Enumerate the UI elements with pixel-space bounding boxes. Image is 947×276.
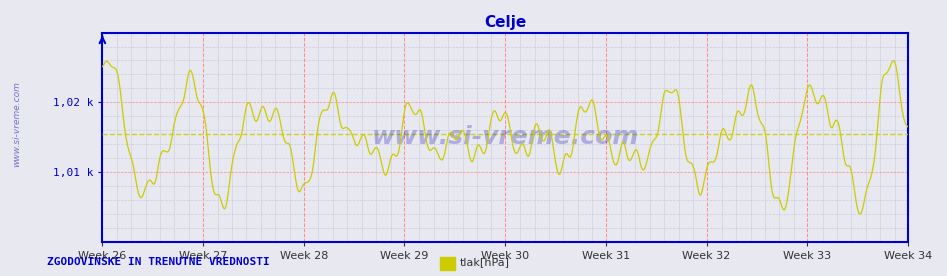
Text: tlak[hPa]: tlak[hPa] bbox=[459, 257, 509, 267]
Title: Celje: Celje bbox=[484, 15, 527, 30]
Text: ZGODOVINSKE IN TRENUTNE VREDNOSTI: ZGODOVINSKE IN TRENUTNE VREDNOSTI bbox=[47, 257, 270, 267]
Text: www.si-vreme.com: www.si-vreme.com bbox=[12, 81, 22, 167]
Text: www.si-vreme.com: www.si-vreme.com bbox=[371, 125, 639, 149]
